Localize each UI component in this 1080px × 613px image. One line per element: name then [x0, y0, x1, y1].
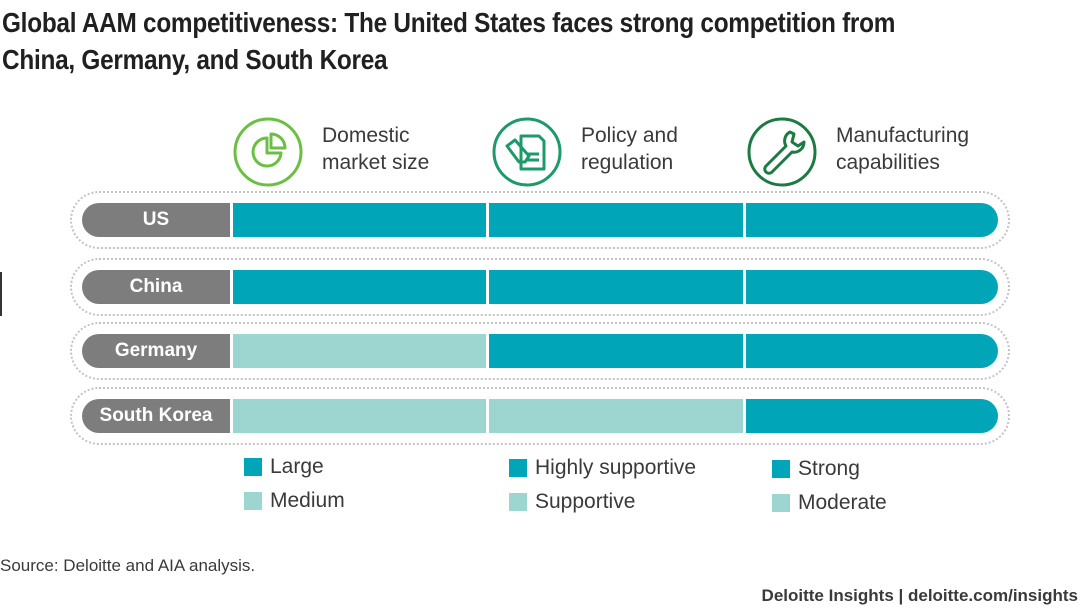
- rating-cell: [489, 270, 743, 304]
- credit-line: Deloitte Insights | deloitte.com/insight…: [761, 586, 1078, 605]
- legend-swatch: [509, 459, 527, 477]
- rating-cell: [233, 203, 486, 237]
- column-label: Policy and regulation: [581, 124, 678, 174]
- row-frame: [70, 258, 1010, 316]
- column-label: Manufacturing capabilities: [836, 124, 970, 174]
- legend-swatch: [772, 460, 790, 478]
- source-note: Source: Deloitte and AIA analysis.: [0, 556, 256, 575]
- document-pen-icon: [492, 117, 562, 187]
- wrench-icon: [747, 117, 817, 187]
- legend-label: Medium: [270, 489, 345, 512]
- legend-swatch: [772, 494, 790, 512]
- legend-swatch: [244, 458, 262, 476]
- legend-label: Highly supportive: [535, 456, 697, 479]
- edge-marker: [0, 272, 2, 316]
- chart-title: Global AAM competitiveness: The United S…: [2, 7, 896, 75]
- column-header-policy: Policy and regulation: [491, 116, 751, 190]
- rating-cell: [233, 270, 486, 304]
- row-frame: [70, 191, 1010, 249]
- row-label: South Korea: [82, 399, 230, 433]
- rating-cell: [489, 334, 743, 368]
- legend-label: Large: [270, 455, 324, 478]
- rating-cell: [489, 399, 743, 433]
- rating-cell: [746, 203, 998, 237]
- rating-cell: [233, 399, 486, 433]
- rating-cell: [746, 270, 998, 304]
- legend-swatch: [244, 492, 262, 510]
- row-label: US: [82, 203, 230, 237]
- pie-chart-icon: [233, 117, 303, 187]
- row-frame: [70, 322, 1010, 380]
- rating-cell: [233, 334, 486, 368]
- row-label: China: [82, 270, 230, 304]
- rating-cell: [746, 399, 998, 433]
- rating-cell: [489, 203, 743, 237]
- legend-swatch: [509, 493, 527, 511]
- row-frame: [70, 387, 1010, 445]
- column-header-manufacturing: Manufacturing capabilities: [746, 116, 1016, 190]
- row-label: Germany: [82, 334, 230, 368]
- column-header-domestic-market: Domestic market size: [232, 116, 492, 190]
- legend-label: Moderate: [798, 491, 887, 514]
- rating-cell: [746, 334, 998, 368]
- legend-label: Supportive: [535, 490, 636, 513]
- legend-label: Strong: [798, 457, 860, 480]
- column-label: Domestic market size: [322, 124, 430, 174]
